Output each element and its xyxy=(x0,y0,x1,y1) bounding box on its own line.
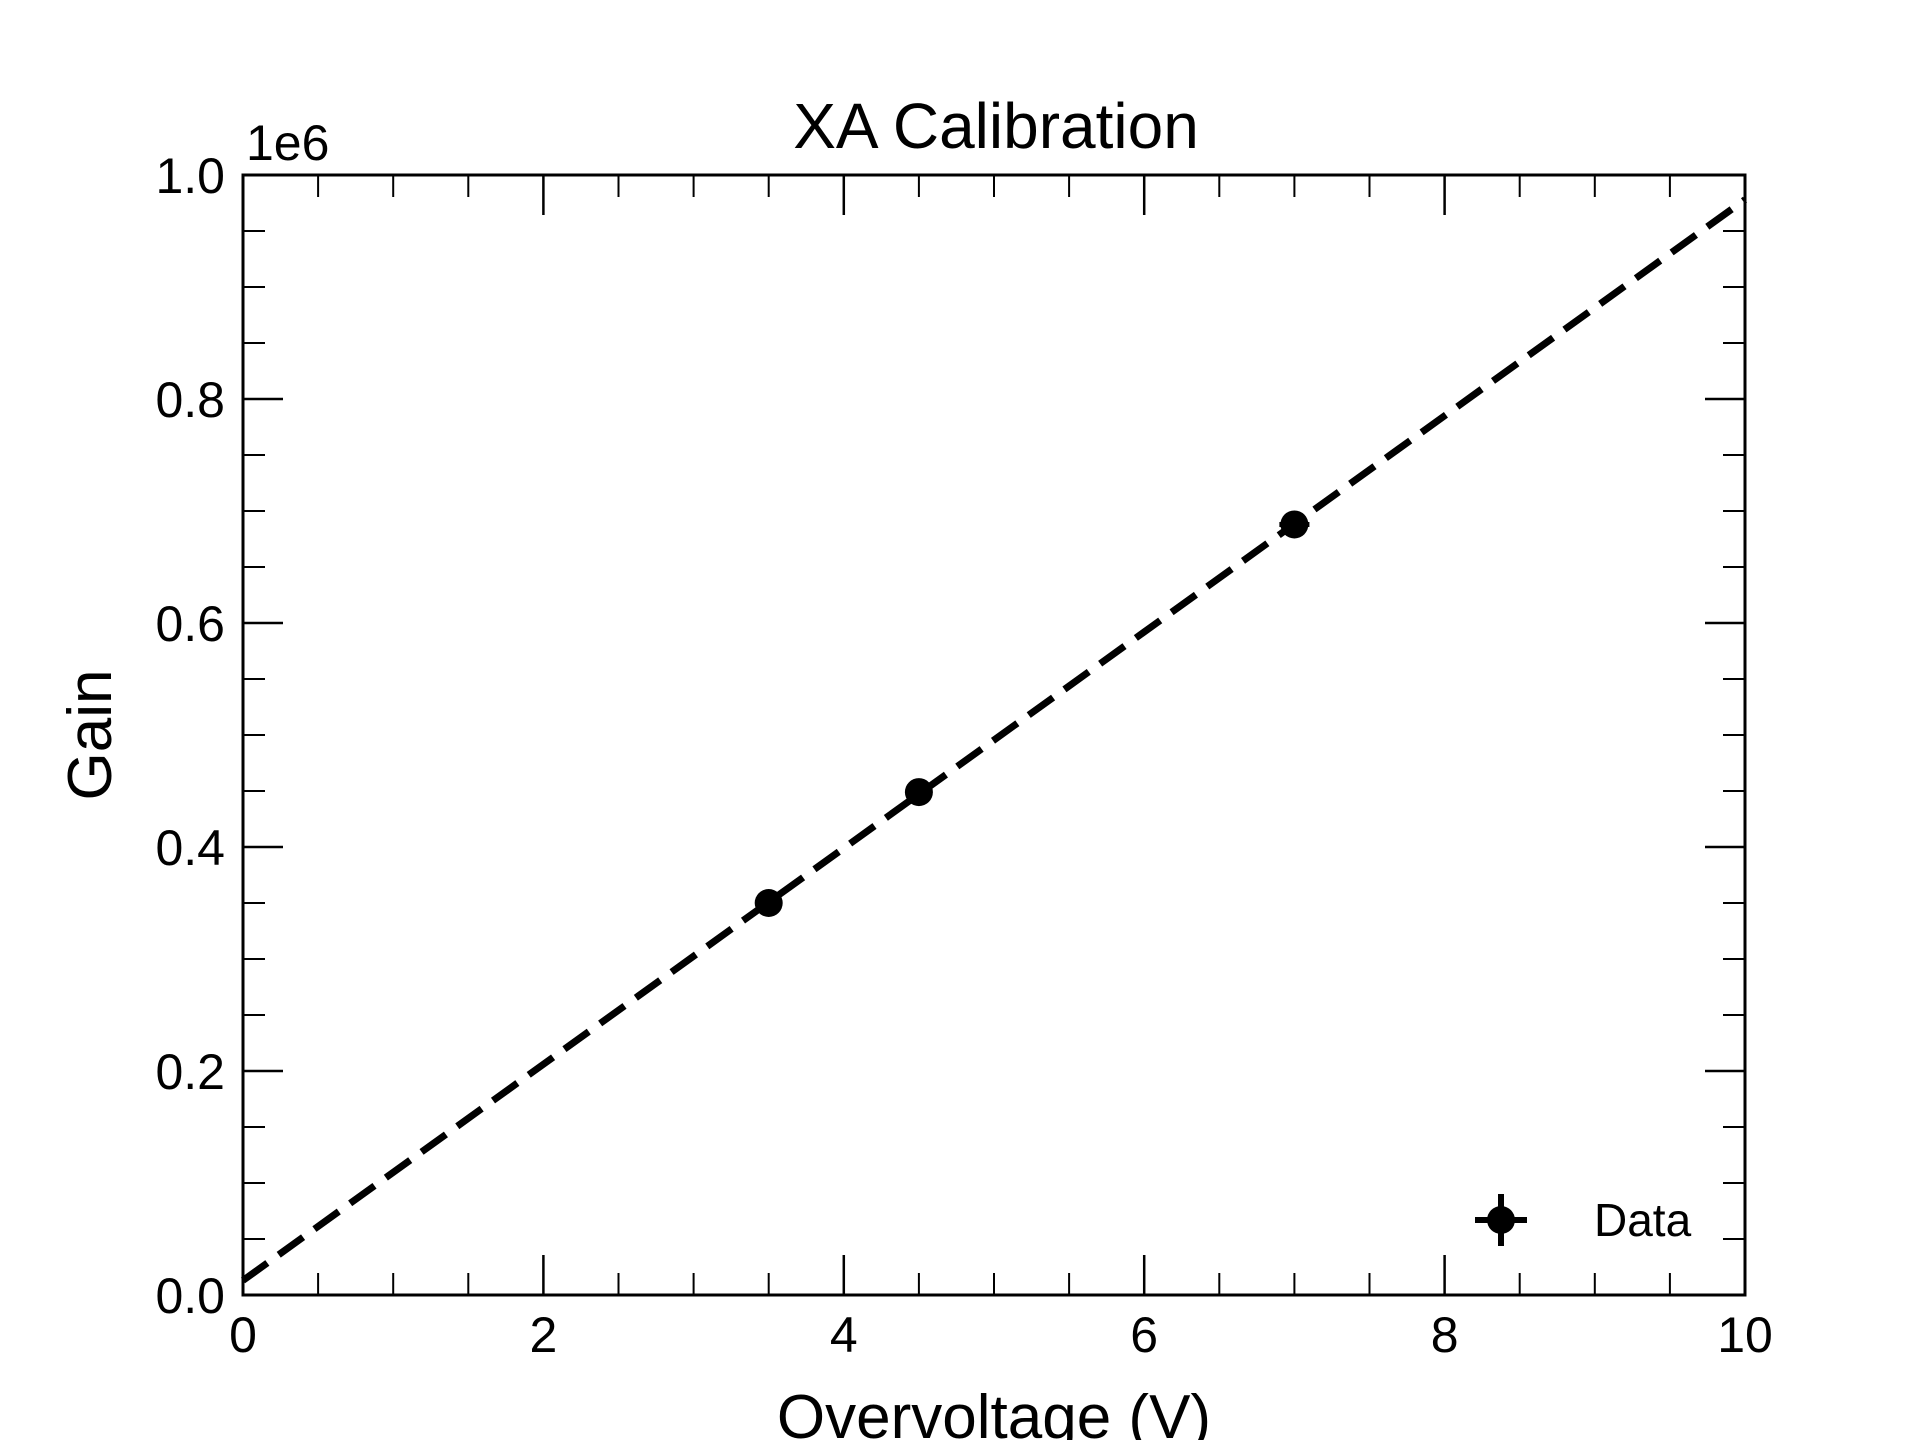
legend: Data xyxy=(1475,1194,1692,1246)
y-tick-label: 0.2 xyxy=(155,1044,225,1100)
y-tick-label: 0.0 xyxy=(155,1268,225,1324)
data-point xyxy=(754,889,783,917)
y-tick-label: 1.0 xyxy=(155,148,225,204)
x-tick-label: 2 xyxy=(529,1307,557,1363)
legend-label: Data xyxy=(1594,1194,1692,1246)
x-tick-label: 4 xyxy=(830,1307,858,1363)
x-tick-label: 6 xyxy=(1130,1307,1158,1363)
y-tick-label: 0.8 xyxy=(155,372,225,428)
data-point xyxy=(1280,510,1309,539)
data-layer xyxy=(240,196,1748,1284)
x-tick-label: 10 xyxy=(1717,1307,1773,1363)
y-tick-label: 0.4 xyxy=(155,820,225,876)
x-tick-label: 0 xyxy=(229,1307,257,1363)
y-offset-label: 1e6 xyxy=(246,115,329,171)
chart-title: XA Calibration xyxy=(793,90,1199,162)
data-point xyxy=(904,778,933,807)
x-tick-label: 8 xyxy=(1431,1307,1459,1363)
x-axis-label: Overvoltage (V) xyxy=(777,1383,1211,1440)
plot-frame xyxy=(241,173,1747,1297)
y-tick-label: 0.6 xyxy=(155,596,225,652)
fit-line xyxy=(240,196,1748,1284)
legend-marker xyxy=(1487,1206,1515,1234)
y-axis-label: Gain xyxy=(56,670,125,801)
axis-ticks: 0 2 4 6 8 10 0.0 0.2 0.4 0.6 0.8 1.0 xyxy=(155,148,1772,1363)
